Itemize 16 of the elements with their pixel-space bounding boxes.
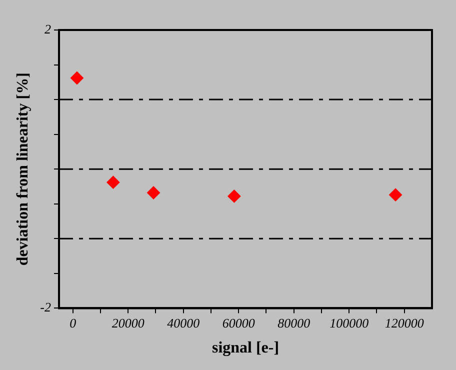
- x-tick-label: 40000: [167, 315, 200, 330]
- y-tick-label: 2: [44, 21, 52, 36]
- x-tick-label: 80000: [278, 315, 311, 330]
- point: [147, 186, 160, 200]
- x-tick-label: 0: [70, 315, 77, 330]
- x-tick-label: 100000: [330, 315, 370, 330]
- x-tick-label: 60000: [222, 315, 256, 330]
- y-tick-label: -2: [40, 300, 52, 315]
- x-tick-label: 20000: [112, 315, 145, 330]
- point: [228, 190, 241, 203]
- y-axis-title: deviation from linearity [%]: [14, 72, 32, 266]
- point: [389, 188, 402, 202]
- x-tick-label: 120000: [384, 315, 424, 330]
- x-axis-title: signal [e-]: [212, 340, 280, 357]
- point: [70, 71, 84, 84]
- point: [106, 176, 120, 189]
